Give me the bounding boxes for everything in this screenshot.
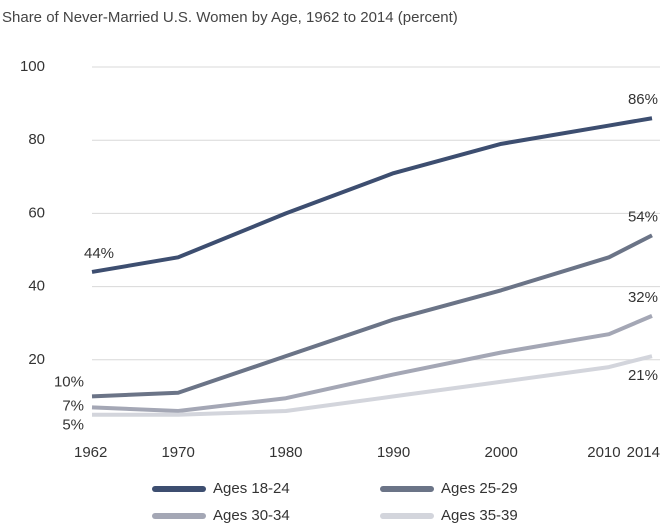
data-label: 21% <box>628 367 658 384</box>
legend-label: Ages 25-29 <box>441 480 518 497</box>
y-tick-label: 100 <box>20 58 45 75</box>
data-label: 54% <box>628 208 658 225</box>
data-label: 5% <box>62 417 84 434</box>
series-line <box>91 116 653 274</box>
y-tick-label: 60 <box>28 204 45 221</box>
chart-title: Share of Never-Married U.S. Women by Age… <box>2 9 458 26</box>
data-label: 44% <box>84 245 114 262</box>
series-line <box>91 314 653 414</box>
data-label: 32% <box>628 289 658 306</box>
series-line <box>91 233 653 399</box>
legend-label: Ages 18-24 <box>213 480 290 497</box>
y-tick-label: 80 <box>28 131 45 148</box>
x-tick-label: 2010 <box>587 444 620 461</box>
x-tick-label: 2000 <box>485 444 518 461</box>
data-label: 10% <box>54 373 84 390</box>
x-tick-label: 1990 <box>377 444 410 461</box>
x-tick-label: 1962 <box>74 444 107 461</box>
x-tick-label: 1970 <box>161 444 194 461</box>
y-tick-label: 40 <box>28 278 45 295</box>
y-tick-label: 20 <box>28 351 45 368</box>
legend-label: Ages 35-39 <box>441 507 518 524</box>
data-label: 7% <box>62 397 84 414</box>
data-label: 86% <box>628 91 658 108</box>
series-line <box>92 354 653 417</box>
legend-label: Ages 30-34 <box>213 507 290 524</box>
x-tick-label: 2014 <box>627 444 660 461</box>
x-tick-label: 1980 <box>269 444 302 461</box>
